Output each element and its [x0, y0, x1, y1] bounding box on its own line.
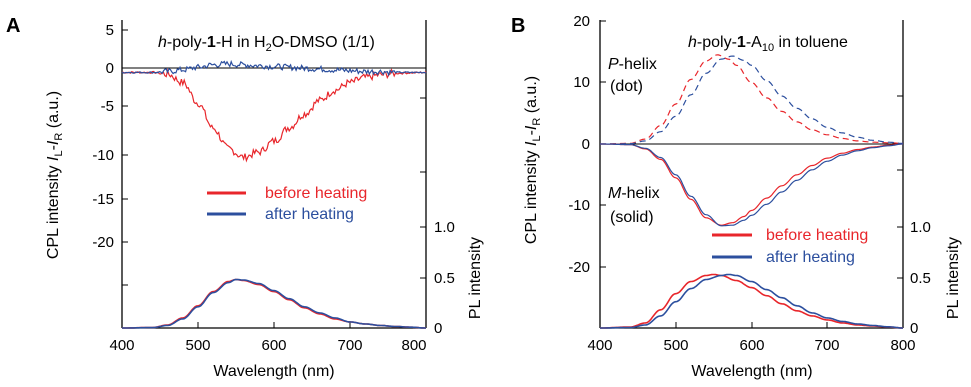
panel-a-ytick-m5: -5: [101, 98, 114, 115]
panel-b-right-ticks: 1.0 0.5 0: [897, 95, 931, 337]
panel-b-series: [600, 54, 903, 329]
series-line-m-helix-after-heating: [600, 143, 903, 227]
panel-b-ylabel-ir: I: [523, 125, 540, 130]
panel-b-rtick-1: 1.0: [910, 219, 931, 236]
panel-b-rtick-05: 0.5: [910, 270, 931, 287]
panel-b-legend-after: after heating: [766, 249, 855, 266]
panel-a-ylabel-r: R: [53, 133, 65, 141]
panel-a-xtick-600: 600: [261, 337, 286, 354]
panel-b-ylabel-l: L: [531, 135, 543, 141]
panel-b-p-helix-p: P: [608, 56, 619, 73]
panel-a-xtick-400: 400: [109, 337, 134, 354]
panel-b-rtick-0: 0: [910, 320, 918, 337]
panel-b-ylabel-right: PL intensity: [945, 237, 962, 319]
panel-b-ytick-20: 20: [573, 13, 590, 30]
series-line-p-helix-before-heating: [600, 54, 903, 145]
panel-b-title-a: -A: [746, 34, 762, 51]
panel-b-ylabel-unit: (a.u.): [523, 76, 540, 118]
panel-a-ytick-5: 5: [106, 22, 114, 39]
panel-a-series: [121, 59, 427, 329]
panel-a-title-1: 1: [207, 34, 216, 51]
panel-a-ytick-0: 0: [106, 60, 114, 77]
panel-a-x-ticks: 400 500 600 700 800: [109, 322, 427, 354]
panel-b-ytick-0: 0: [582, 136, 590, 153]
series-line-m-helix-before-heating: [600, 143, 903, 226]
series-line-before-heating: [121, 68, 427, 163]
panel-b-p-helix-rest: -helix: [619, 56, 657, 73]
panel-a-xtick-700: 700: [337, 337, 362, 354]
series-line-after-heating: [121, 59, 427, 77]
panel-b-ylabel-cpl: CPL intensity: [523, 146, 540, 244]
panel-b-x-ticks: 400 500 600 700 800: [587, 322, 916, 354]
panel-a-xtick-500: 500: [185, 337, 210, 354]
series-line-pl-before-heating: [600, 273, 903, 329]
panel-a-legend-before: before heating: [265, 185, 367, 202]
panel-b-ytick-m10: -10: [568, 197, 590, 214]
panel-a-rtick-05: 0.5: [434, 270, 455, 287]
panel-b-title-1: 1: [737, 34, 746, 51]
panel-b-title-h: h: [688, 34, 697, 51]
panel-a-ylabel-ir: I: [45, 140, 62, 145]
panel-a-ytick-m10: -10: [92, 147, 114, 164]
panel-a-ylabel-cpl: CPL intensity: [45, 161, 62, 259]
panel-b: B h-poly-1-A10 in toluene 20 10 0 -10 -2…: [511, 13, 962, 380]
panel-a-ylabel-il: I: [45, 156, 62, 161]
panel-b-title-sub: 10: [762, 42, 774, 54]
panel-a-rtick-1: 1.0: [434, 219, 455, 236]
panel-label-b: B: [511, 15, 525, 37]
panel-a-legend-after: after heating: [265, 206, 354, 223]
panel-b-title: h-poly-1-A10 in toluene: [688, 34, 848, 54]
panel-a-right-ticks: 1.0 0.5 0: [420, 97, 455, 337]
panel-b-ylabel-r: R: [531, 118, 543, 126]
panel-b-m-helix-m: M: [608, 185, 622, 202]
panel-b-title-end: in toluene: [774, 34, 848, 51]
panel-b-ylabel-il: I: [523, 141, 540, 146]
panel-a-ylabel-unit: (a.u.): [45, 91, 62, 133]
panel-b-p-helix-label: P-helix: [608, 56, 657, 73]
panel-a-ylabel-minus: -: [45, 145, 62, 150]
panel-b-ylabel-left: CPL intensity IL-IR (a.u.): [523, 76, 543, 244]
panel-b-m-helix-label: M-helix: [608, 185, 660, 202]
panel-a-title: h-poly-1-H in H2O-DMSO (1/1): [158, 34, 375, 54]
panel-a-title-end: O-DMSO (1/1): [272, 34, 375, 51]
panel-b-m-helix-solid: (solid): [610, 209, 654, 226]
panel-a-title-poly: -poly-: [167, 34, 207, 51]
panel-b-legend-before: before heating: [766, 227, 868, 244]
panel-b-title-poly: -poly-: [697, 34, 737, 51]
panel-a-xlabel: Wavelength (nm): [213, 363, 334, 380]
panel-b-xtick-500: 500: [663, 337, 688, 354]
series-line-p-helix-after-heating: [600, 55, 903, 145]
panel-b-ytick-10: 10: [573, 74, 590, 91]
panel-b-m-helix-rest: -helix: [621, 185, 659, 202]
panel-b-xlabel: Wavelength (nm): [691, 363, 812, 380]
panel-a-ylabel-right: PL intensity: [467, 237, 484, 319]
panel-b-xtick-400: 400: [587, 337, 612, 354]
series-line-pl-before-heating: [122, 278, 426, 329]
panel-a-xtick-800: 800: [401, 337, 426, 354]
panel-b-xtick-700: 700: [814, 337, 839, 354]
panel-a-title-h: h: [158, 34, 167, 51]
panel-a-ytick-m15: -15: [92, 191, 114, 208]
panel-a-ylabel-l: L: [53, 150, 65, 156]
panel-b-ylabel-minus: -: [523, 130, 540, 135]
panel-a-ylabel-left: CPL intensity IL-IR (a.u.): [45, 91, 65, 259]
panel-a: A h-poly-1-H in H2O-DMSO (1/1) 5 0 -5 -1…: [6, 15, 484, 380]
series-line-pl-after-heating: [600, 273, 903, 329]
panel-a-rtick-0: 0: [434, 320, 442, 337]
series-line-pl-after-heating: [122, 278, 426, 329]
panel-a-title-rest: -H in H: [216, 34, 266, 51]
panel-b-ytick-m20: -20: [568, 259, 590, 276]
panel-b-p-helix-dot: (dot): [610, 78, 643, 95]
panel-a-left-ticks: 5 0 -5 -10 -15 -20: [92, 22, 128, 286]
panel-b-xtick-600: 600: [739, 337, 764, 354]
panel-a-ytick-m20: -20: [92, 234, 114, 251]
panel-a-title-sub: 2: [266, 42, 272, 54]
panel-b-left-ticks: 20 10 0 -10 -20: [568, 13, 606, 276]
panel-label-a: A: [6, 15, 20, 37]
panel-b-xtick-800: 800: [890, 337, 915, 354]
